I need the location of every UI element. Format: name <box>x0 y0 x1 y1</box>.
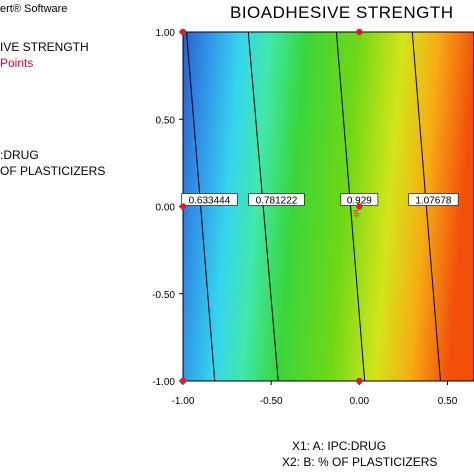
contour-label-box-1 <box>248 193 305 206</box>
design-point-4 <box>179 377 187 385</box>
contour-label-box-3 <box>408 193 459 206</box>
contour-label-1: 0.781222 <box>256 196 298 207</box>
contour-line-0 <box>186 31 216 382</box>
design-point-2 <box>179 203 187 210</box>
chart-title: BIOADHESIVE STRENGTH <box>230 3 454 22</box>
y-tick-label-2: 0.00 <box>156 203 176 214</box>
x1-axis-label: X1: A: IPC:DRUG <box>292 439 387 453</box>
design-point-5 <box>356 377 363 385</box>
y-tick-label-4: -1.00 <box>152 377 175 388</box>
y-tick-label-3: -0.50 <box>152 290 175 301</box>
contour-line-1 <box>247 31 279 382</box>
contour-label-box-0 <box>181 193 238 206</box>
x-tick-label-0: -1.00 <box>172 396 195 407</box>
y-tick-label-0: 1.00 <box>156 28 176 39</box>
x-tick-label-3: 0.50 <box>438 396 458 407</box>
response-surface <box>183 32 474 381</box>
x2-axis-label: X2: B: % OF PLASTICIZERS <box>282 455 438 469</box>
center-point-count: 5 <box>354 209 359 219</box>
factor-x2-label: OF PLASTICIZERS <box>0 164 106 178</box>
x-tick-label-2: 0.00 <box>350 396 370 407</box>
design-points-label: Points <box>0 56 34 70</box>
x-tick-label-1: -0.50 <box>260 396 283 407</box>
design-point-0 <box>179 28 187 36</box>
design-point-1 <box>356 28 363 36</box>
contour-label-3: 1.07678 <box>415 196 452 207</box>
factor-x1-label: :DRUG <box>0 148 39 162</box>
contour-line-3 <box>411 31 441 382</box>
design-point-3 <box>356 203 363 210</box>
contour-label-2: 0.929 <box>347 196 372 207</box>
software-label: ert® Software <box>0 3 68 15</box>
contour-label-0: 0.633444 <box>189 196 231 207</box>
contour-line-2 <box>335 31 366 382</box>
y-tick-label-1: 0.50 <box>156 115 176 126</box>
response-label: IVE STRENGTH <box>0 40 89 54</box>
